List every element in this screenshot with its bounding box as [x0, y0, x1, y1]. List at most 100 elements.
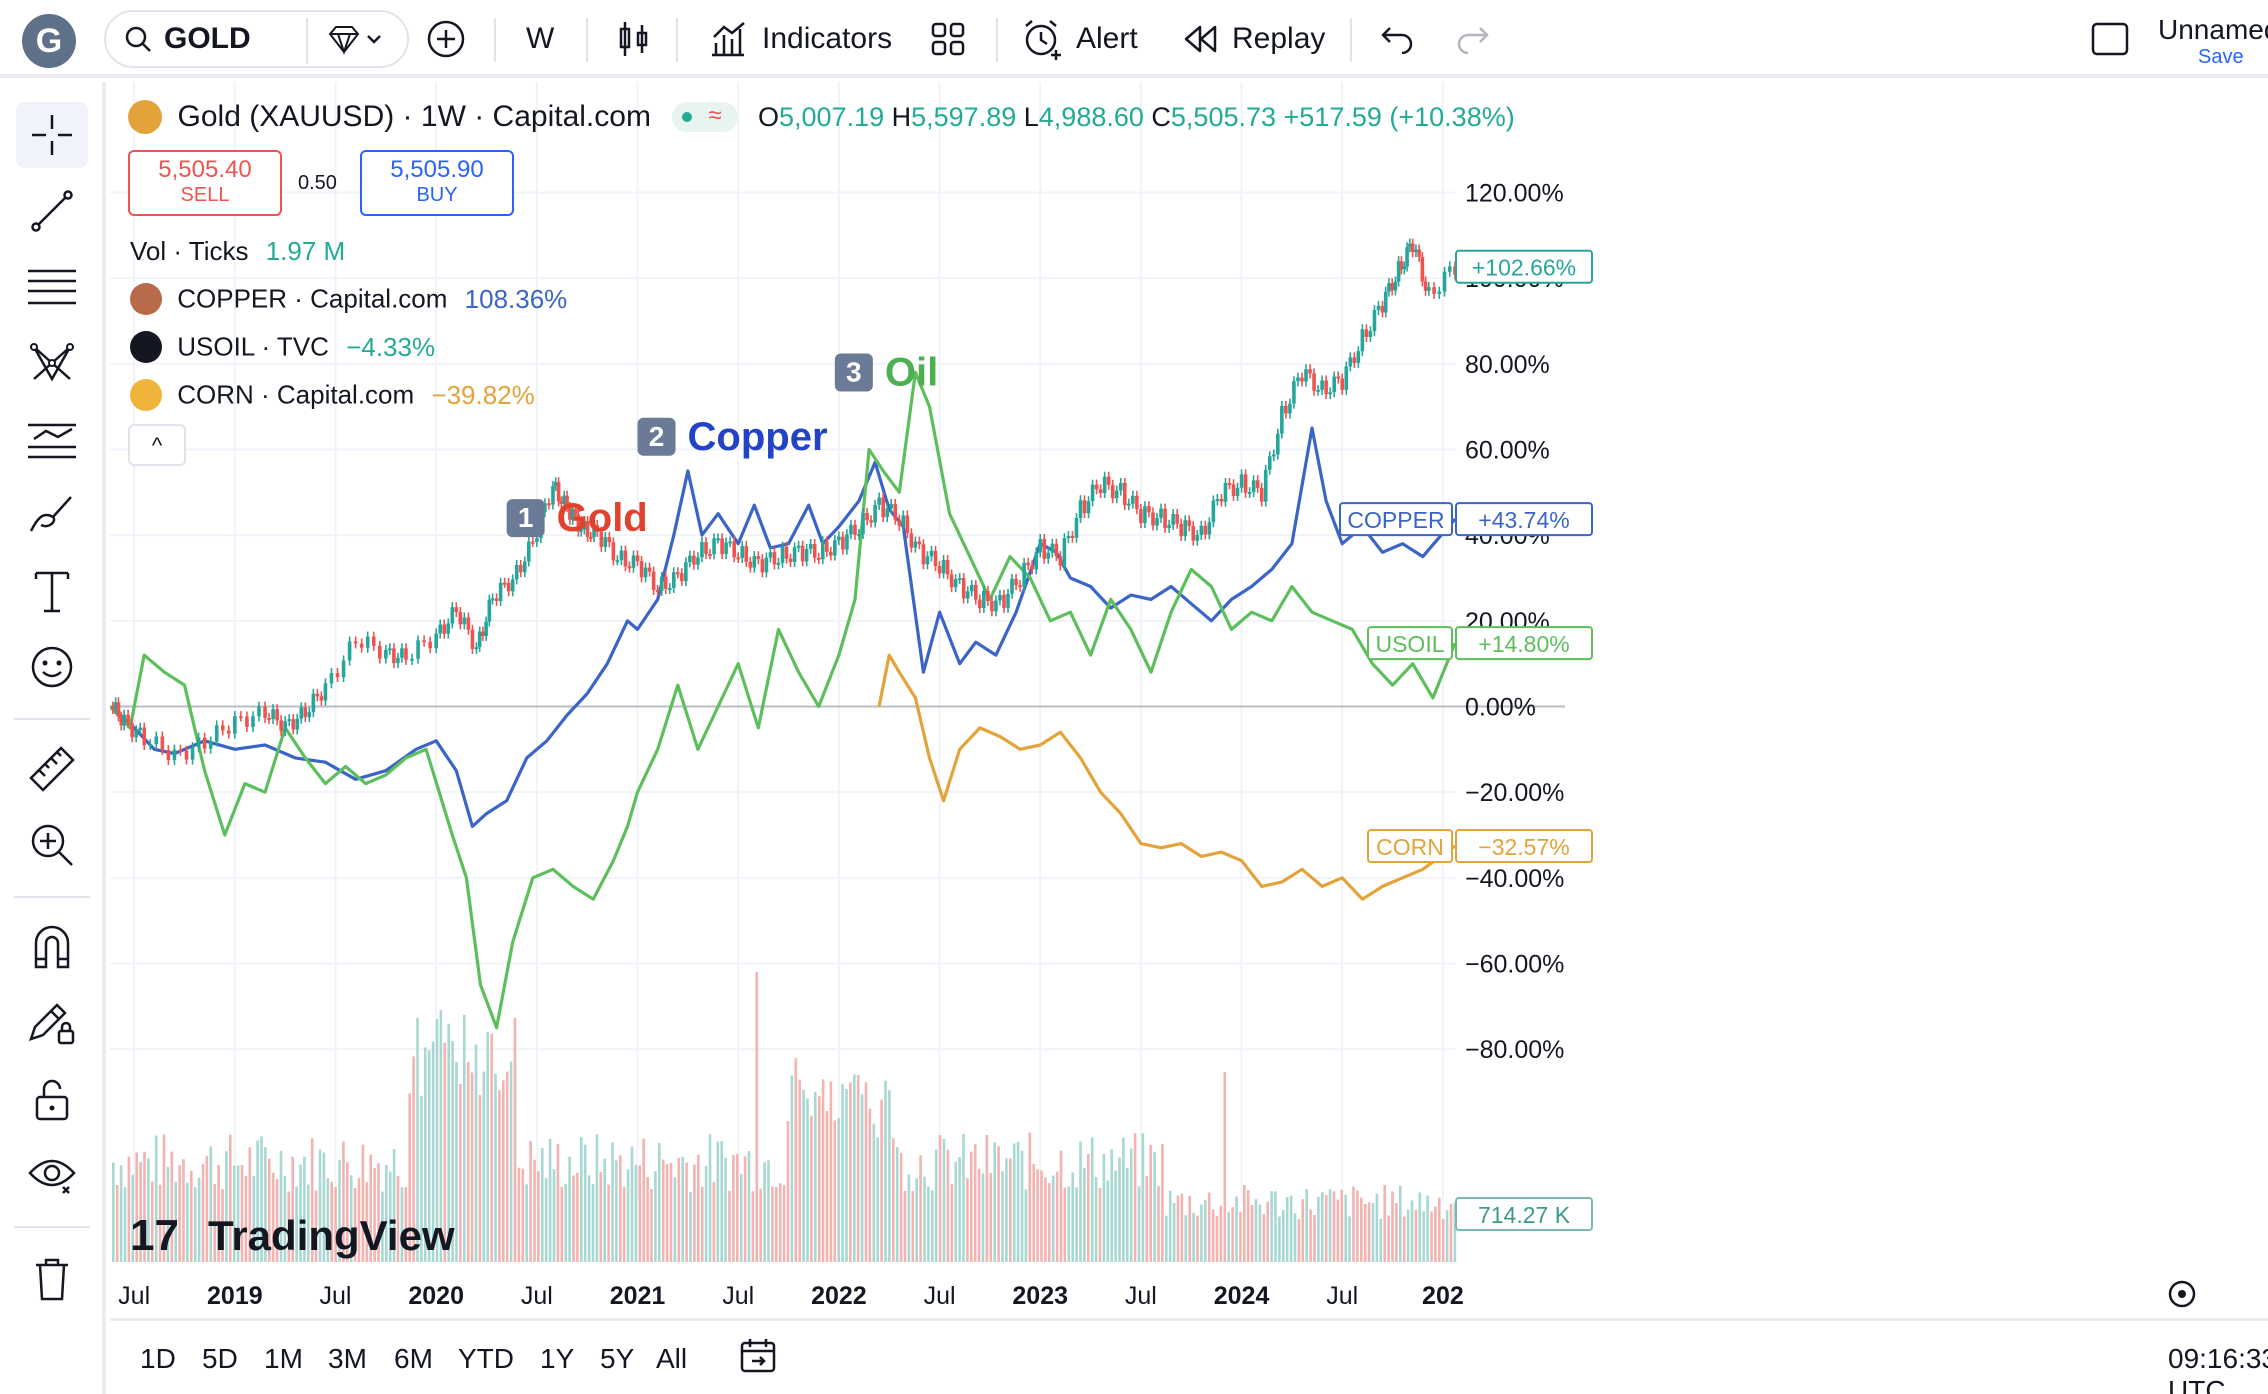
- gold-candle: [1316, 389, 1320, 392]
- volume-bar: [1321, 1192, 1324, 1262]
- timeframe-1m[interactable]: 1M: [264, 1343, 303, 1374]
- gold-candle: [1046, 552, 1051, 559]
- time-axis[interactable]: Jul 2019 Jul 2020 Jul 2021 Jul 2022 Jul 2023 Jul 20…: [118, 1282, 1464, 1310]
- gold-candle: [639, 561, 644, 578]
- gold-candle: [422, 640, 426, 643]
- timeframe-5d[interactable]: 5D: [202, 1343, 238, 1374]
- alarm-clock-icon: [1025, 20, 1061, 60]
- symbol-search[interactable]: GOLD: [104, 10, 409, 68]
- gold-candle: [410, 658, 414, 661]
- zoom-tool[interactable]: [16, 812, 88, 878]
- volume-bar: [1324, 1195, 1328, 1262]
- gold-candle: [1211, 500, 1216, 523]
- gold-candle: [559, 501, 564, 504]
- measure-tool[interactable]: [16, 736, 88, 802]
- axis-settings-button[interactable]: [2168, 1280, 2196, 1308]
- price-chart[interactable]: 120.00%100.00%80.00%60.00%40.00%20.00%0.…: [110, 82, 2268, 1318]
- indicators-button[interactable]: Indicators: [708, 10, 892, 68]
- clock[interactable]: 09:16:33 UTC: [2168, 1343, 2268, 1394]
- volume-bar: [361, 1144, 365, 1262]
- chart-type-button[interactable]: [616, 10, 652, 68]
- text-tool[interactable]: [16, 558, 88, 624]
- gold-candle: [1405, 247, 1409, 267]
- volume-bar: [416, 1018, 419, 1262]
- usoil-legend[interactable]: USOIL · TVC −4.33%: [130, 330, 435, 364]
- timeframe-5y[interactable]: 5Y: [600, 1343, 635, 1374]
- volume-bar: [1231, 1207, 1234, 1262]
- gold-candle: [708, 553, 712, 556]
- timeframe-3m[interactable]: 3M: [328, 1343, 367, 1374]
- gold-candle: [470, 629, 475, 649]
- interval-button[interactable]: W: [526, 22, 555, 55]
- replay-button[interactable]: Replay: [1182, 10, 1325, 68]
- pattern-tool[interactable]: [16, 330, 88, 396]
- volume-bar: [533, 1159, 536, 1262]
- timeframe-1d[interactable]: 1D: [140, 1343, 176, 1374]
- rewind-icon: [1184, 25, 1217, 53]
- stay-in-draw-tool[interactable]: [16, 990, 88, 1056]
- gold-candle: [659, 576, 664, 591]
- volume-bar: [903, 1190, 907, 1262]
- lock-tool[interactable]: [16, 1066, 88, 1132]
- timeframe-1y[interactable]: 1Y: [540, 1343, 575, 1374]
- sell-button[interactable]: 5,505.40 SELL: [128, 150, 282, 216]
- fib-tool[interactable]: [16, 254, 88, 320]
- crosshair-tool[interactable]: [16, 102, 88, 168]
- gold-candle: [1131, 495, 1135, 504]
- projection-tool[interactable]: [16, 406, 88, 472]
- brush-tool[interactable]: [16, 482, 88, 548]
- buy-button[interactable]: 5,505.90 BUY: [360, 150, 514, 216]
- profile-avatar[interactable]: G: [22, 14, 76, 68]
- gold-candle: [937, 566, 942, 574]
- remove-tool[interactable]: [16, 1246, 88, 1312]
- volume-bar: [466, 1061, 470, 1262]
- timeframe-ytd[interactable]: YTD: [458, 1343, 514, 1374]
- series-tag: COPPER: [1347, 507, 1444, 533]
- gold-candle: [945, 560, 950, 575]
- diamond-icon[interactable]: [326, 24, 386, 58]
- magnet-tool[interactable]: [16, 914, 88, 980]
- undo-button[interactable]: [1380, 10, 1414, 68]
- corn-legend[interactable]: CORN · Capital.com −39.82%: [130, 378, 535, 412]
- compare-add-button[interactable]: [426, 10, 466, 68]
- gear-icon: [2168, 1280, 2196, 1308]
- gold-candle: [853, 524, 857, 535]
- emoji-tool[interactable]: [16, 634, 88, 700]
- trend-line-tool[interactable]: [16, 178, 88, 244]
- gold-candle: [849, 524, 853, 535]
- gold-candle: [736, 557, 741, 560]
- layouts-button[interactable]: [930, 10, 966, 68]
- fullscreen-button[interactable]: [2090, 10, 2130, 68]
- gold-candle: [1135, 495, 1139, 510]
- volume-bar: [459, 1084, 462, 1262]
- volume-bar: [970, 1151, 973, 1262]
- collapse-legend-button[interactable]: ^: [128, 424, 186, 466]
- gold-candle: [611, 542, 616, 561]
- date-range-button[interactable]: [738, 1335, 778, 1382]
- layout-name[interactable]: Unnamed: [2158, 14, 2268, 45]
- gold-candle: [1167, 524, 1171, 528]
- copper-legend[interactable]: COPPER · Capital.com 108.36%: [130, 282, 567, 316]
- gold-candle: [1038, 538, 1043, 553]
- volume-bar: [841, 1084, 844, 1262]
- gold-candle: [655, 589, 660, 592]
- redo-button[interactable]: [1456, 10, 1490, 68]
- hide-tool[interactable]: [16, 1142, 88, 1208]
- save-button[interactable]: Save: [2198, 46, 2244, 68]
- gold-candle: [392, 648, 396, 664]
- timeframe-6m[interactable]: 6M: [394, 1343, 433, 1374]
- symbol-title[interactable]: Gold (XAUUSD) · 1W · Capital.com: [177, 100, 651, 133]
- gold-candle: [490, 598, 495, 601]
- alert-button[interactable]: Alert: [1022, 10, 1138, 68]
- gold-candle: [245, 716, 249, 728]
- volume-legend[interactable]: Vol · Ticks 1.97 M: [130, 236, 346, 266]
- volume-bar: [1387, 1215, 1390, 1262]
- gold-coin-icon: [128, 100, 162, 134]
- gold-candle: [1320, 380, 1324, 390]
- gold-candle: [1106, 476, 1111, 485]
- gold-candle: [484, 621, 488, 636]
- trash-icon: [36, 1258, 68, 1301]
- projection-icon: [28, 423, 76, 459]
- timeframe-all[interactable]: All: [656, 1343, 688, 1374]
- gold-candle: [1215, 498, 1220, 501]
